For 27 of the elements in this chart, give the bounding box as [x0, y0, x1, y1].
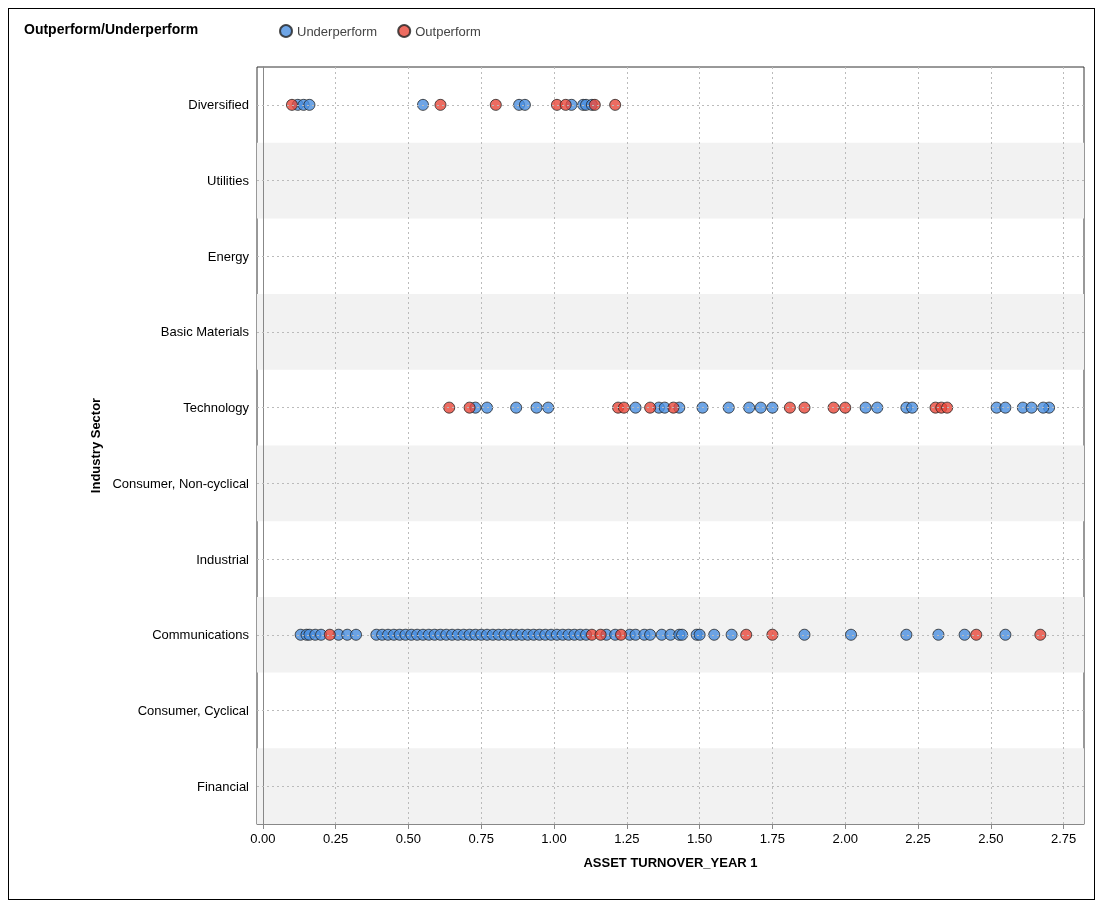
y-tick-label: Technology	[183, 400, 250, 416]
x-axis-title: ASSET TURNOVER_YEAR 1	[583, 855, 758, 870]
y-tick-label: Utilities	[207, 173, 250, 189]
y-tick-label: Diversified	[188, 97, 249, 113]
x-tick-label: 0.75	[468, 831, 494, 846]
x-tick-label: 1.75	[759, 831, 786, 846]
y-tick-label: Communications	[152, 627, 250, 643]
x-tick-label: 0.50	[395, 831, 422, 846]
legend-label: Outperform	[415, 23, 481, 39]
y-tick-label: Industrial	[196, 551, 250, 567]
x-tick-label: 2.25	[905, 831, 931, 846]
x-tick-label: 1.25	[614, 831, 640, 846]
x-tick-label: 0.25	[322, 831, 349, 846]
y-tick-label: Financial	[196, 778, 250, 794]
y-axis-title: Industry Sector	[87, 397, 103, 494]
y-tick-label: Energy	[207, 248, 250, 264]
legend-title: Outperform/Underperform	[24, 21, 199, 37]
x-tick-label: 2.75	[1050, 831, 1077, 846]
y-tick-label: Consumer, Non-cyclical	[112, 475, 250, 491]
legend-label: Underperform	[297, 23, 378, 39]
x-tick-label: 0.00	[250, 831, 276, 846]
x-tick-label: 2.00	[832, 831, 858, 846]
x-tick-label: 1.50	[686, 831, 713, 846]
x-tick-label: 1.00	[541, 831, 567, 846]
x-tick-label: 2.50	[978, 831, 1004, 846]
y-tick-label: Consumer, Cyclical	[137, 702, 250, 718]
y-tick-label: Basic Materials	[160, 324, 250, 340]
